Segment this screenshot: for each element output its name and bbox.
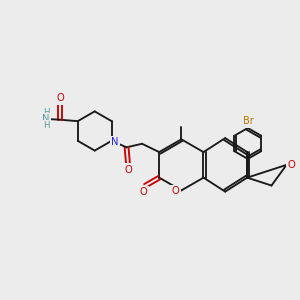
Text: Br: Br <box>243 116 254 127</box>
Text: O: O <box>125 165 133 175</box>
Text: O: O <box>288 160 296 170</box>
Text: O: O <box>56 93 64 103</box>
Text: O: O <box>172 186 179 196</box>
Text: N: N <box>112 137 119 147</box>
Text: N: N <box>43 114 50 124</box>
Text: O: O <box>140 188 148 197</box>
Text: H: H <box>43 121 50 130</box>
Text: H: H <box>43 108 50 117</box>
